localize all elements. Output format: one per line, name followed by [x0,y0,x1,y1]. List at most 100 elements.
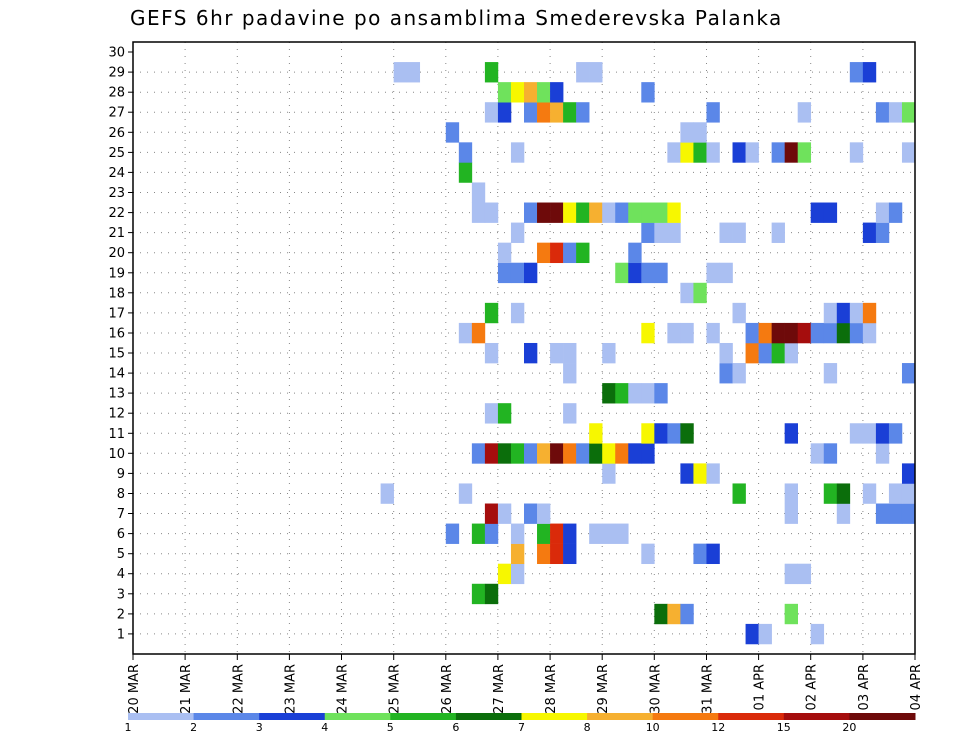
y-tick-label: 16 [108,327,125,342]
heatmap-cell [497,563,512,585]
heatmap-cell [628,262,642,284]
heatmap-cell [563,543,577,565]
heatmap-cell [550,523,564,544]
heatmap-cell [589,202,603,223]
colorbar-label: 20 [842,721,857,734]
heatmap-cell [510,302,525,324]
heatmap-cell [849,423,864,444]
x-tick-label: 28 MAR [544,664,559,714]
x-tick-label: 27 MAR [492,664,507,714]
heatmap-cell [602,443,616,464]
heatmap-cell [745,623,759,645]
heatmap-cell [628,443,642,464]
y-tick-label: 1 [117,627,125,642]
heatmap-cell [862,302,877,324]
y-tick-label: 20 [108,246,125,261]
heatmap-cell [550,242,564,264]
heatmap-cell [719,262,733,284]
y-tick-label: 22 [108,206,125,221]
colorbar-segment [390,713,457,720]
x-tick-label: 24 MAR [336,664,351,714]
y-tick-label: 18 [108,286,125,301]
heatmap-cell [706,262,720,284]
heatmap-cell [602,202,616,223]
heatmap-cell [510,443,525,464]
colorbar-label: 1 [124,721,132,734]
y-tick-label: 24 [108,166,125,181]
x-tick-label: 29 MAR [596,664,611,714]
heatmap-cell [510,142,525,163]
heatmap-cell [836,302,851,324]
heatmap-cell [875,202,890,223]
y-tick-label: 26 [108,126,125,141]
x-tick-label: 20 MAR [127,664,142,714]
heatmap-cell [784,603,798,625]
heatmap-cell [563,403,577,424]
heatmap-cell [497,403,512,424]
heatmap-cell [615,202,629,223]
heatmap-cell [901,463,916,484]
x-tick-label: 21 MAR [179,664,194,714]
heatmap-cell [784,342,798,364]
y-tick-label: 7 [117,507,125,522]
heatmap-cell [497,443,512,464]
heatmap-cell [784,483,798,504]
heatmap-cell [641,82,655,103]
heatmap-cell [680,282,694,304]
heatmap-cell [849,62,864,83]
x-tick-label: 31 MAR [701,664,716,714]
heatmap-cell [445,523,460,544]
x-tick-label: 26 MAR [440,664,455,714]
colorbar [128,713,916,720]
heatmap-cell [484,62,499,83]
heatmap-cell [380,483,394,504]
heatmap-cell [550,443,564,464]
heatmap-cell [510,222,525,243]
y-tick-label: 10 [108,447,125,462]
heatmap-cell [628,383,642,404]
x-tick-label: 23 MAR [283,664,298,714]
heatmap-cell [537,242,551,264]
heatmap-cell [719,222,733,243]
heatmap-cell [732,483,746,504]
heatmap-cell [901,503,916,524]
heatmap-cell [563,202,577,223]
heatmap-cell [901,142,916,163]
heatmap-cell [524,202,538,223]
heatmap-cell [836,322,851,344]
heatmap-cell [510,82,525,103]
heatmap-cell [810,623,825,645]
heatmap-cell [771,222,785,243]
heatmap-cell [497,503,512,524]
heatmap-cell [862,62,877,83]
heatmap-cell [550,342,564,364]
heatmap-cell [524,102,538,123]
heatmap-cell [693,463,707,484]
heatmap-cell [510,262,525,284]
heatmap-cell [875,503,890,524]
heatmap-cell [641,543,655,565]
heatmap-cell [641,202,655,223]
heatmap-cell [797,102,812,123]
heatmap-cell [680,463,694,484]
y-tick-label: 12 [108,407,125,422]
heatmap-cell [732,142,746,163]
heatmap-cell [901,102,916,123]
y-tick-label: 21 [108,226,125,241]
y-tick-label: 17 [108,306,125,321]
heatmap-cell [745,142,759,163]
colorbar-label: 5 [386,721,394,734]
x-tick-label: 02 APR [805,664,820,710]
heatmap-cell [667,202,681,223]
colorbar-label: 10 [645,721,660,734]
heatmap-cell [862,222,877,243]
heatmap-cell [654,262,668,284]
heatmap-cell [602,383,616,404]
heatmap-cell [550,82,564,103]
heatmap-cell [706,102,720,123]
heatmap-cell [745,322,759,344]
y-tick-label: 4 [117,567,125,582]
heatmap-cell [576,202,590,223]
heatmap-cell [615,262,629,284]
heatmap-cell [563,242,577,264]
